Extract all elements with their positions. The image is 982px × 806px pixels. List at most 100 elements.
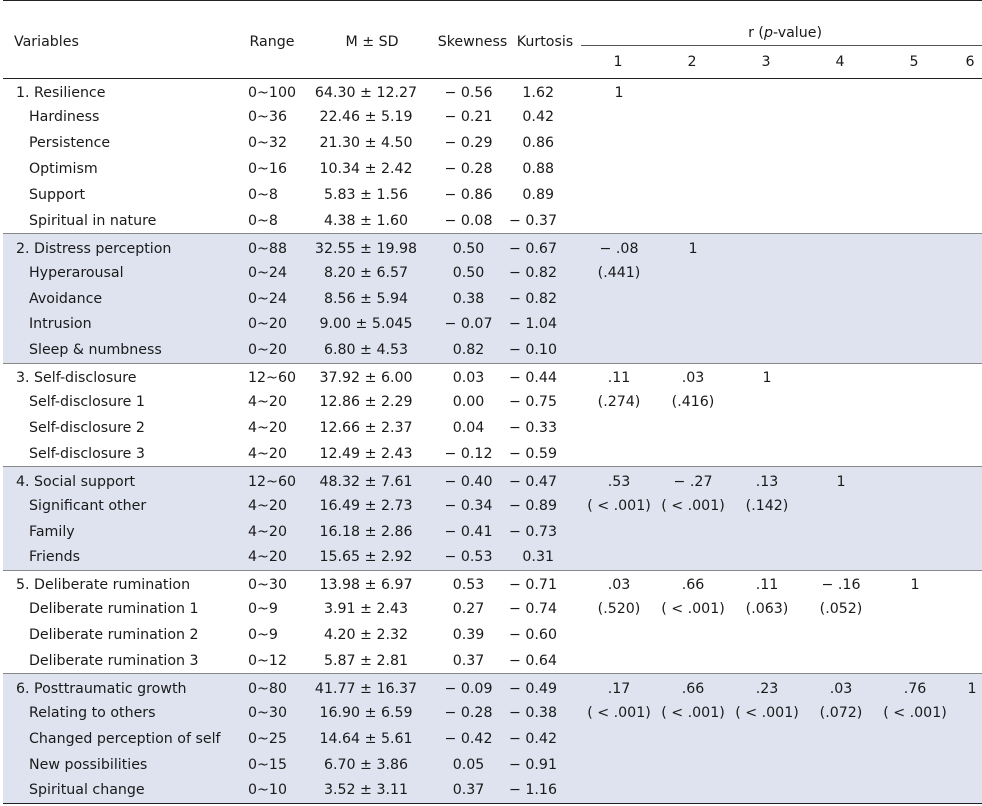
r-value-cell-1: (.274) bbox=[597, 394, 641, 411]
r-value-cell-5 bbox=[877, 415, 951, 441]
r-value-cell-6 bbox=[951, 596, 982, 622]
r-value-cell-2 bbox=[655, 285, 729, 312]
r-value-cell-5 bbox=[877, 156, 951, 182]
r-value-cell-6 bbox=[951, 389, 982, 415]
r-value-cell-4 bbox=[803, 751, 877, 778]
r-value-cell-3 bbox=[729, 337, 803, 364]
r-value-cell-5 bbox=[877, 79, 951, 105]
r-value-cell-1: ( < .001) bbox=[581, 492, 655, 519]
r-value-cell-5 bbox=[877, 233, 951, 260]
mean-sd-cell: 48.32 ± 7.61 bbox=[308, 466, 436, 493]
r-value-cell-2 bbox=[655, 544, 729, 571]
r-value-cell-1: 1 bbox=[614, 85, 624, 102]
r-value-cell-6 bbox=[951, 725, 982, 752]
r-value-cell-2 bbox=[655, 777, 729, 804]
r-value-cell-4 bbox=[803, 311, 877, 338]
r-value-cell-3 bbox=[729, 311, 803, 338]
r-value-cell-4 bbox=[803, 79, 877, 105]
mean-sd-cell: 41.77 ± 16.37 bbox=[308, 673, 436, 700]
table-row: Friends 4~20 15.65 ± 2.92− 0.53 0.31 bbox=[3, 544, 982, 571]
r-value-cell-3 bbox=[729, 389, 803, 415]
table-row: Sleep & numbness 0~20 6.80 ± 4.53 0.82− 0.1… bbox=[3, 337, 982, 364]
r-value-cell-1: − .08 bbox=[581, 233, 655, 260]
r-value-cell-6 bbox=[951, 518, 982, 545]
range-cell: 4~20 bbox=[248, 394, 287, 411]
variable-name: Friends bbox=[3, 544, 236, 571]
variable-name: Deliberate rumination 3 bbox=[3, 648, 236, 675]
mean-sd-cell: 13.98 ± 6.97 bbox=[319, 577, 413, 594]
mean-sd-cell: 9.00 ± 5.045 bbox=[308, 311, 436, 338]
range-cell: 0~15 bbox=[236, 751, 308, 778]
r-value-cell-5 bbox=[877, 466, 951, 493]
variable-name: Relating to others bbox=[3, 699, 236, 726]
r-value-cell-2: ( < .001) bbox=[655, 699, 729, 726]
mean-sd-cell: 10.34 ± 2.42 bbox=[319, 161, 413, 178]
variable-name: Self-disclosure 3 bbox=[3, 440, 236, 468]
r-value-cell-2 bbox=[655, 725, 729, 752]
r-value-cell-6 bbox=[951, 777, 982, 804]
table-row: 2. Distress perception 0~88 32.55 ± 19.98 0… bbox=[3, 233, 982, 260]
kurtosis-cell: − 1.04 bbox=[509, 311, 581, 338]
range-cell: 4~20 bbox=[236, 440, 308, 468]
table-row: New possibilities 0~15 6.70 ± 3.86 0.05− 0.… bbox=[3, 751, 982, 778]
variable-name: Deliberate rumination 2 bbox=[29, 627, 199, 644]
r-value-cell-6 bbox=[951, 544, 982, 571]
mean-sd-cell: 8.20 ± 6.57 bbox=[308, 259, 436, 286]
r-value-cell-2: 1 bbox=[655, 233, 729, 260]
r-value-cell-2 bbox=[655, 207, 729, 235]
variable-name: New possibilities bbox=[3, 751, 236, 778]
skewness-cell: 0.39 bbox=[452, 627, 485, 644]
mean-sd-cell: 14.64 ± 5.61 bbox=[308, 725, 436, 752]
r-value-cell-4: .03 bbox=[803, 673, 877, 700]
header-r-italic: p bbox=[763, 25, 773, 41]
r-value-cell-5 bbox=[877, 182, 951, 208]
kurtosis-cell: − 0.38 bbox=[509, 699, 581, 726]
r-value-cell-2: ( < .001) bbox=[661, 601, 725, 618]
r-value-cell-6 bbox=[951, 285, 982, 312]
range-cell: 0~25 bbox=[236, 725, 308, 752]
kurtosis-cell: − 0.73 bbox=[509, 518, 581, 545]
header-r-prefix: r ( bbox=[748, 25, 764, 41]
r-value-cell-5 bbox=[877, 596, 951, 622]
r-value-cell-4: − .16 bbox=[821, 577, 861, 594]
skewness-cell: − 0.21 bbox=[444, 109, 493, 126]
variable-name: Self-disclosure 2 bbox=[29, 420, 145, 437]
r-value-cell-1 bbox=[581, 518, 655, 545]
r-value-cell-3 bbox=[729, 156, 803, 182]
kurtosis-cell: 0.89 bbox=[522, 187, 554, 203]
kurtosis-cell: − 0.10 bbox=[509, 337, 581, 364]
r-value-cell-4 bbox=[803, 415, 877, 441]
skewness-cell: − 0.41 bbox=[436, 518, 509, 545]
header-r-col-2: 2 bbox=[687, 54, 697, 70]
r-value-cell-5 bbox=[877, 259, 951, 286]
r-value-cell-5 bbox=[877, 544, 951, 571]
mean-sd-cell: 3.52 ± 3.11 bbox=[308, 777, 436, 804]
table-row: Family 4~20 16.18 ± 2.86− 0.41− 0.73 bbox=[3, 518, 982, 545]
header-r-col-1: 1 bbox=[613, 54, 623, 70]
table-row: Significant other 4~20 16.49 ± 2.73− 0.34−… bbox=[3, 492, 982, 519]
r-value-cell-2 bbox=[655, 79, 729, 105]
mean-sd-cell: 12.66 ± 2.37 bbox=[319, 420, 413, 437]
r-value-cell-3 bbox=[729, 182, 803, 208]
skewness-cell: − 0.53 bbox=[436, 544, 509, 571]
r-value-cell-4 bbox=[803, 492, 877, 519]
mean-sd-cell: 6.70 ± 3.86 bbox=[308, 751, 436, 778]
r-value-cell-3: .13 bbox=[729, 466, 803, 493]
r-value-cell-2 bbox=[655, 337, 729, 364]
skewness-cell: 0.37 bbox=[436, 777, 509, 804]
r-value-cell-6 bbox=[951, 440, 982, 468]
r-value-cell-1 bbox=[581, 285, 655, 312]
variable-name: Significant other bbox=[3, 492, 236, 519]
r-value-cell-2 bbox=[655, 104, 729, 130]
r-value-cell-3 bbox=[729, 285, 803, 312]
r-value-cell-5: .76 bbox=[877, 673, 951, 700]
mean-sd-cell: 16.49 ± 2.73 bbox=[308, 492, 436, 519]
r-value-cell-6 bbox=[951, 648, 982, 675]
table-row: Spiritual change 0~10 3.52 ± 3.11 0.37− 1.1… bbox=[3, 777, 982, 804]
r-value-cell-4 bbox=[803, 207, 877, 235]
mean-sd-cell: 3.91 ± 2.43 bbox=[323, 601, 409, 618]
r-value-cell-2: (.416) bbox=[671, 394, 715, 411]
r-value-cell-2 bbox=[655, 440, 729, 468]
kurtosis-cell: − 0.59 bbox=[509, 440, 581, 468]
range-cell: 0~8 bbox=[248, 187, 278, 203]
